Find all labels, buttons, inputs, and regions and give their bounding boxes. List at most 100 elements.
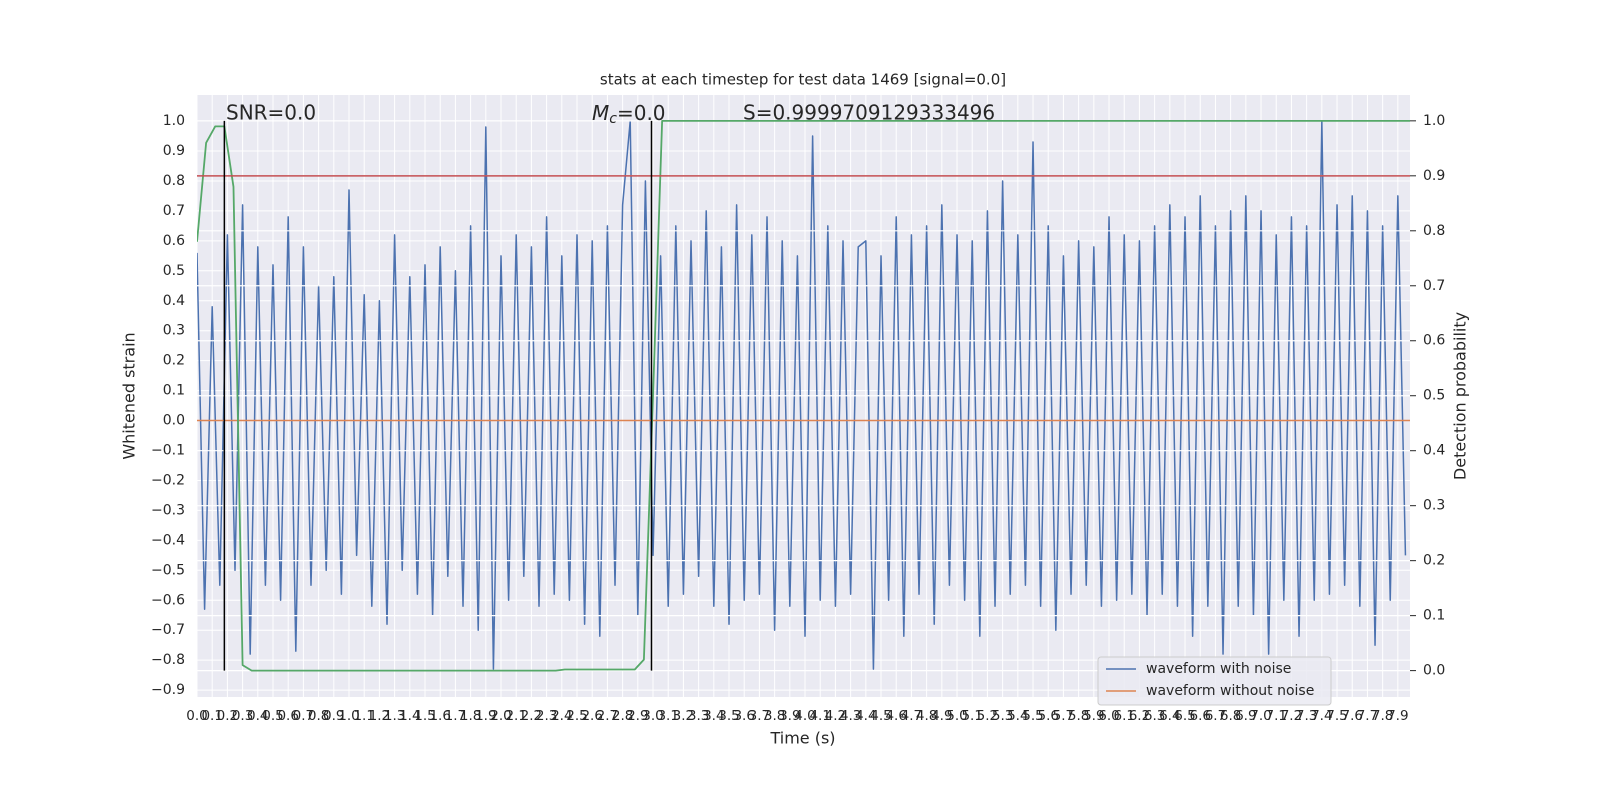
legend-box	[1097, 656, 1332, 706]
x-tick-label: 2.2	[521, 708, 542, 724]
x-tick-label: 3.1	[657, 708, 678, 724]
x-tick-label: 2.6	[581, 708, 602, 724]
s-annotation: S=0.9999709129333496	[743, 101, 995, 125]
x-tick-label: 3.5	[718, 708, 739, 724]
x-tick-label: 4.1	[809, 708, 830, 724]
x-tick-label: 1.9	[475, 708, 496, 724]
x-tick-label: 3.0	[642, 708, 663, 724]
y-tick-label: 0.3	[163, 323, 185, 339]
legend: waveform with noise waveform without nois…	[1097, 656, 1332, 706]
y2-tick-label: 0.3	[1423, 498, 1445, 514]
snr-annotation: SNR=0.0	[226, 101, 316, 125]
y2-axis-label: Detection probability	[1451, 312, 1470, 480]
y-axis-label: Whitened strain	[120, 332, 139, 459]
x-tick-label: 7.2	[1281, 708, 1302, 724]
x-tick-label: 4.9	[931, 708, 952, 724]
x-tick-label: 0.8	[308, 708, 329, 724]
x-tick-label: 0.6	[277, 708, 298, 724]
x-tick-label: 7.5	[1326, 708, 1347, 724]
x-tick-label: 7.6	[1341, 708, 1362, 724]
x-tick-label: 1.1	[353, 708, 374, 724]
x-tick-label: 5.3	[992, 708, 1013, 724]
x-tick-label: 6.9	[1235, 708, 1256, 724]
y2-tick-label: 0.1	[1423, 608, 1445, 624]
x-tick-label: 0.3	[232, 708, 253, 724]
legend-label: waveform without noise	[1146, 683, 1314, 699]
x-tick-label: 3.2	[673, 708, 694, 724]
x-tick-label: 6.7	[1205, 708, 1226, 724]
x-tick-label: 3.6	[733, 708, 754, 724]
y-tick-label: 0.1	[163, 383, 185, 399]
x-tick-label: 5.2	[977, 708, 998, 724]
mc-annotation: Mc=0.0	[592, 101, 666, 128]
y2-marks	[197, 119, 1410, 672]
x-tick-label: 7.7	[1357, 708, 1378, 724]
x-axis-label: Time (s)	[769, 729, 835, 748]
x-tick-label: 6.2	[1129, 708, 1150, 724]
y-tick-label: 1.0	[163, 113, 185, 129]
series-line	[197, 120, 1407, 670]
x-tick-label: 2.3	[536, 708, 557, 724]
x-tick-label: 7.9	[1387, 708, 1408, 724]
plot-marks	[197, 120, 1410, 670]
x-tick-label: 0.0	[186, 708, 207, 724]
y-tick-label: 0.6	[163, 233, 185, 249]
y-tick-label: −0.1	[151, 443, 185, 459]
x-tick-label: 2.5	[566, 708, 587, 724]
x-tick-label: 4.7	[901, 708, 922, 724]
x-tick-label: 0.5	[262, 708, 283, 724]
y2-tick-label: 0.7	[1423, 278, 1445, 294]
axes: 0.00.10.20.30.40.50.60.70.80.91.01.11.21…	[151, 113, 1445, 724]
x-tick-label: 7.0	[1250, 708, 1271, 724]
x-tick-label: 2.0	[490, 708, 511, 724]
x-tick-label: 0.1	[201, 708, 222, 724]
x-tick-label: 1.6	[429, 708, 450, 724]
x-tick-label: 4.5	[870, 708, 891, 724]
x-tick-label: 1.3	[384, 708, 405, 724]
y-tick-label: −0.7	[151, 622, 185, 638]
x-tick-label: 1.7	[445, 708, 466, 724]
y-tick-label: −0.5	[151, 562, 185, 578]
x-tick-label: 5.0	[946, 708, 967, 724]
y-tick-label: −0.3	[151, 502, 185, 518]
x-tick-label: 4.8	[916, 708, 937, 724]
y2-tick-label: 1.0	[1423, 113, 1445, 129]
y-tick-label: 0.0	[163, 413, 185, 429]
y2-tick-label: 0.8	[1423, 223, 1445, 239]
y-tick-label: 0.2	[163, 353, 185, 369]
x-tick-label: 2.8	[612, 708, 633, 724]
y2-tick-label: 0.9	[1423, 168, 1445, 184]
x-tick-label: 4.2	[825, 708, 846, 724]
x-tick-label: 4.6	[885, 708, 906, 724]
x-tick-label: 6.6	[1189, 708, 1210, 724]
x-tick-label: 3.9	[779, 708, 800, 724]
x-tick-label: 4.4	[855, 708, 876, 724]
x-tick-label: 5.6	[1037, 708, 1058, 724]
x-tick-label: 5.1	[961, 708, 982, 724]
x-tick-label: 0.9	[323, 708, 344, 724]
x-tick-label: 3.3	[688, 708, 709, 724]
x-tick-label: 0.4	[247, 708, 268, 724]
x-tick-label: 0.7	[293, 708, 314, 724]
x-tick-label: 2.4	[551, 708, 572, 724]
y-tick-label: 0.8	[163, 173, 185, 189]
x-tick-label: 3.7	[749, 708, 770, 724]
x-tick-label: 6.3	[1144, 708, 1165, 724]
x-tick-label: 3.4	[703, 708, 724, 724]
y2-tick-label: 0.6	[1423, 333, 1445, 349]
x-tick-label: 6.8	[1220, 708, 1241, 724]
x-tick-label: 5.7	[1053, 708, 1074, 724]
mc-symbol: M	[592, 101, 609, 125]
x-tick-label: 7.3	[1296, 708, 1317, 724]
x-tick-label: 3.8	[764, 708, 785, 724]
x-tick-label: 6.1	[1113, 708, 1134, 724]
y2-tick-label: 0.5	[1423, 388, 1445, 404]
mc-subscript: c	[609, 111, 617, 127]
x-tick-label: 5.8	[1068, 708, 1089, 724]
x-tick-label: 7.8	[1372, 708, 1393, 724]
x-tick-label: 7.1	[1265, 708, 1286, 724]
x-tick-label: 2.9	[627, 708, 648, 724]
y2-tick-label: 0.0	[1423, 663, 1445, 679]
x-tick-label: 7.4	[1311, 708, 1332, 724]
y-tick-label: 0.9	[163, 143, 185, 159]
